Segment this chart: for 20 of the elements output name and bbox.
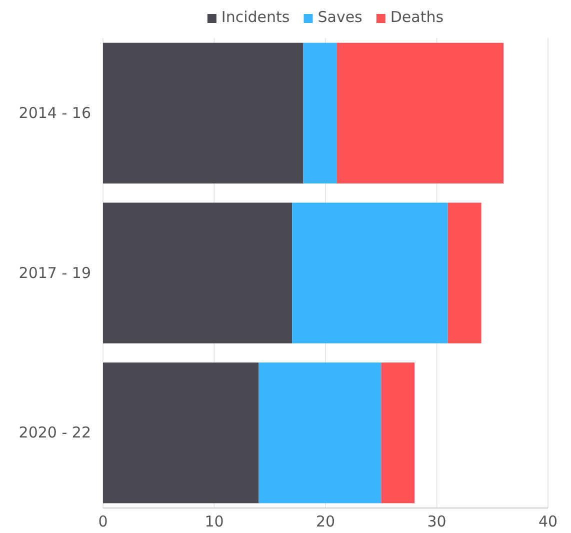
bar [303, 42, 337, 184]
bar [258, 362, 382, 504]
bar [103, 202, 292, 344]
bar [336, 42, 504, 184]
x-tick-label: 40 [538, 512, 558, 531]
x-tick-label: 0 [98, 512, 108, 531]
x-tick-label: 20 [316, 512, 336, 531]
bar [448, 202, 482, 344]
x-tick-label: 30 [427, 512, 446, 531]
bar [381, 362, 414, 504]
legend-label: Incidents [221, 8, 290, 26]
legend-label: Saves [318, 8, 363, 26]
x-tick-label: 10 [204, 512, 224, 531]
y-tick-label: 2020 - 22 [18, 424, 91, 442]
bar [103, 362, 259, 504]
bar [103, 42, 304, 184]
bar [292, 202, 448, 344]
legend-label: Deaths [390, 8, 444, 26]
y-tick-label: 2017 - 19 [18, 264, 91, 282]
y-tick-label: 2014 - 16 [18, 104, 91, 122]
